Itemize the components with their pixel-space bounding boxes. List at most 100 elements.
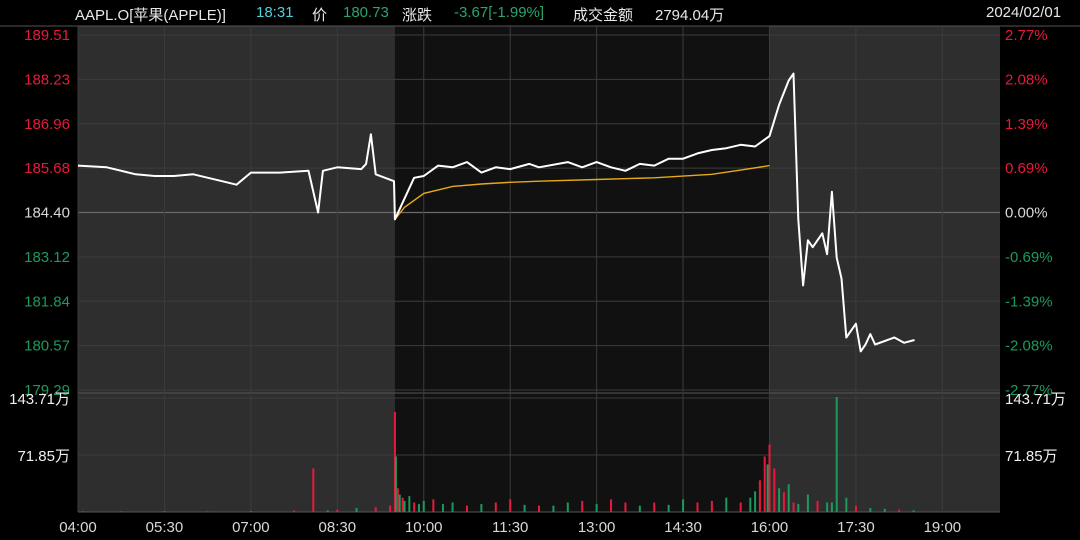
volume-bar (624, 502, 627, 512)
volume-bar (441, 504, 444, 512)
volume-bar (766, 464, 769, 512)
volume-bar (81, 511, 84, 512)
volume-bar (667, 504, 670, 512)
volume-tick-left: 71.85万 (17, 448, 70, 465)
y-tick-right: 1.39% (1005, 116, 1048, 133)
volume-tick-right: 71.85万 (1005, 448, 1058, 465)
x-tick-label: 16:00 (751, 519, 789, 536)
volume-bars (81, 396, 915, 512)
x-tick-label: 13:00 (578, 519, 616, 536)
volume-bar (401, 497, 404, 512)
volume-bar (830, 502, 833, 512)
volume-bar (389, 505, 392, 512)
volume-bar (206, 511, 209, 512)
y-tick-right: 0.00% (1005, 205, 1048, 222)
volume-bar (163, 511, 166, 512)
y-tick-left: 181.84 (24, 293, 70, 310)
y-tick-left: 189.51 (24, 27, 70, 44)
x-tick-label: 05:30 (146, 519, 184, 536)
x-tick-label: 10:00 (405, 519, 443, 536)
average-price-line (394, 164, 770, 220)
price-label: 价 (312, 7, 328, 24)
volume-bar (883, 508, 886, 512)
volume-bar (326, 510, 329, 512)
volume-bar (293, 510, 296, 512)
volume-bar (758, 480, 761, 512)
volume-bar (413, 502, 416, 512)
volume-bar (754, 491, 757, 512)
y-tick-left: 186.96 (24, 116, 70, 133)
volume-bar (312, 468, 315, 512)
x-tick-label: 14:30 (664, 519, 702, 536)
regular-session-background (394, 26, 770, 512)
y-tick-left: 185.68 (24, 160, 70, 177)
volume-bar (763, 456, 766, 512)
volume-bar (782, 492, 785, 512)
change-label: 涨跌 (402, 7, 433, 24)
volume-bar (595, 504, 598, 512)
last-price: 180.73 (343, 4, 389, 21)
volume-bar (432, 499, 435, 512)
volume-bar (566, 502, 569, 512)
volume-bar (422, 500, 425, 512)
volume-bar (787, 484, 790, 512)
x-tick-label: 07:00 (232, 519, 270, 536)
volume-tick-right: 143.71万 (1005, 391, 1066, 408)
symbol-name: AAPL.O[苹果(APPLE)] (75, 7, 226, 24)
volume-bar (394, 456, 397, 512)
volume-bar (509, 499, 512, 512)
quote-date: 2024/02/01 (986, 4, 1062, 21)
volume-bar (398, 494, 401, 512)
turnover-value: 2794.04万 (655, 7, 725, 24)
volume-bar (538, 505, 540, 512)
quote-time: 18:31 (256, 4, 294, 21)
quote-header: AAPL.O[苹果(APPLE)] 18:31 价 180.73 涨跌 -3.6… (0, 0, 1080, 26)
volume-bar (552, 505, 555, 512)
y-tick-left: 180.57 (24, 338, 70, 355)
volume-bar (523, 504, 526, 512)
x-tick-label: 17:30 (837, 519, 875, 536)
volume-bar (768, 444, 771, 512)
volume-bar (792, 502, 795, 512)
price-change: -3.67[-1.99%] (454, 4, 545, 21)
x-tick-label: 08:30 (319, 519, 357, 536)
volume-bar (854, 505, 857, 512)
y-tick-right: -2.08% (1005, 338, 1053, 355)
y-tick-right: -1.39% (1005, 293, 1053, 310)
volume-bar (396, 488, 399, 512)
volume-bar (912, 510, 915, 512)
chart-backgrounds (0, 25, 1080, 513)
volume-bar (653, 502, 656, 512)
volume-bar (581, 500, 584, 512)
volume-bar (403, 500, 406, 512)
volume-tick-left: 143.71万 (9, 391, 70, 408)
volume-bar (739, 502, 742, 512)
volume-bar (374, 507, 377, 512)
volume-bar (710, 500, 713, 512)
volume-bar (682, 499, 685, 512)
y-tick-left: 188.23 (24, 71, 70, 88)
volume-bar (249, 511, 252, 512)
volume-bar (778, 488, 781, 512)
y-tick-right: -2.77% (1005, 382, 1053, 399)
volume-bar (845, 497, 848, 512)
volume-bar (773, 468, 776, 512)
volume-bar (417, 504, 420, 512)
volume-bar (749, 497, 752, 512)
volume-bar (408, 496, 411, 512)
x-tick-label: 19:00 (924, 519, 962, 536)
volume-bar (725, 497, 728, 512)
turnover-label: 成交金额 (573, 7, 634, 24)
y-tick-right: 2.77% (1005, 27, 1048, 44)
y-tick-right: 0.69% (1005, 160, 1048, 177)
volume-bar (610, 499, 613, 512)
y-tick-left: 184.40 (24, 205, 70, 222)
y-tick-right: 2.08% (1005, 71, 1048, 88)
volume-bar (494, 502, 497, 512)
volume-bar (826, 502, 829, 512)
volume-bar (465, 505, 468, 512)
volume-bar (898, 509, 901, 512)
y-tick-left: 183.12 (24, 249, 70, 266)
volume-bar (638, 505, 641, 512)
